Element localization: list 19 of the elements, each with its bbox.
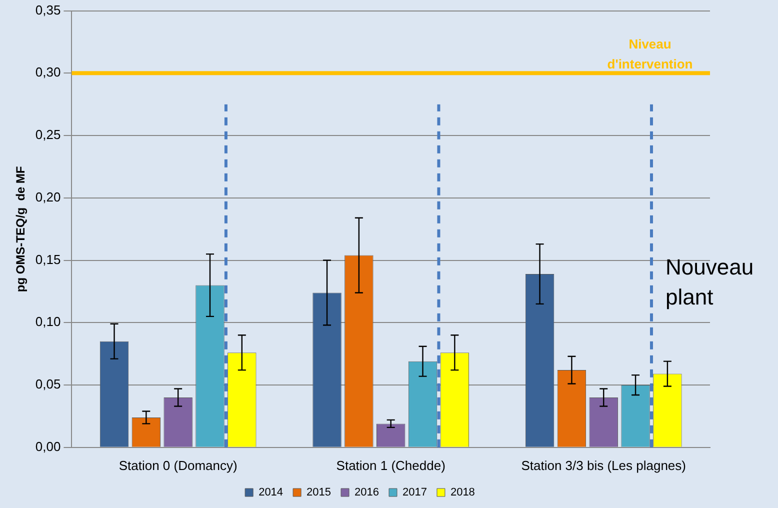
y-tick-label: 0,15 (35, 252, 61, 267)
y-tick-label: 0,10 (35, 314, 61, 330)
legend-label: 2015 (306, 486, 332, 499)
y-tick-label: 0,00 (35, 438, 61, 454)
ref-line-label: Niveau d'intervention (607, 36, 693, 72)
x-tick-label: Station 1 (Chedde) (336, 458, 446, 473)
legend-label: 2018 (450, 486, 475, 499)
y-tick-label: 0,35 (35, 2, 61, 18)
legend-label: 2017 (402, 486, 427, 499)
y-tick-label: 0,05 (35, 376, 61, 392)
legend-label: 2014 (258, 486, 284, 499)
y-tick-label: 0,20 (35, 189, 61, 204)
y-axis-title: pg OMS-TEQ/g de MF (14, 166, 28, 292)
ref-line-label: Nouveau plant (665, 254, 754, 310)
x-tick-label: Station 3/3 bis (Les plagnes) (521, 458, 686, 473)
legend-label: 2016 (354, 486, 379, 499)
y-tick-label: 0,30 (35, 64, 61, 80)
x-tick-label: Station 0 (Domancy) (118, 458, 238, 473)
y-tick-label: 0,25 (35, 127, 61, 142)
